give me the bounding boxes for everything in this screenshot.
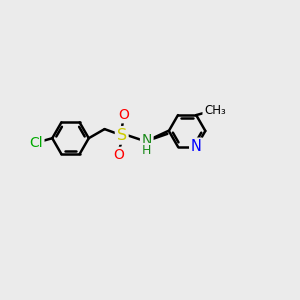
Text: S: S (117, 128, 127, 143)
Text: H: H (142, 144, 152, 158)
Text: Cl: Cl (29, 136, 43, 150)
Text: N: N (191, 139, 202, 154)
Text: O: O (113, 148, 124, 162)
Text: CH₃: CH₃ (204, 104, 226, 117)
Text: N: N (142, 133, 152, 147)
Text: O: O (118, 108, 129, 122)
